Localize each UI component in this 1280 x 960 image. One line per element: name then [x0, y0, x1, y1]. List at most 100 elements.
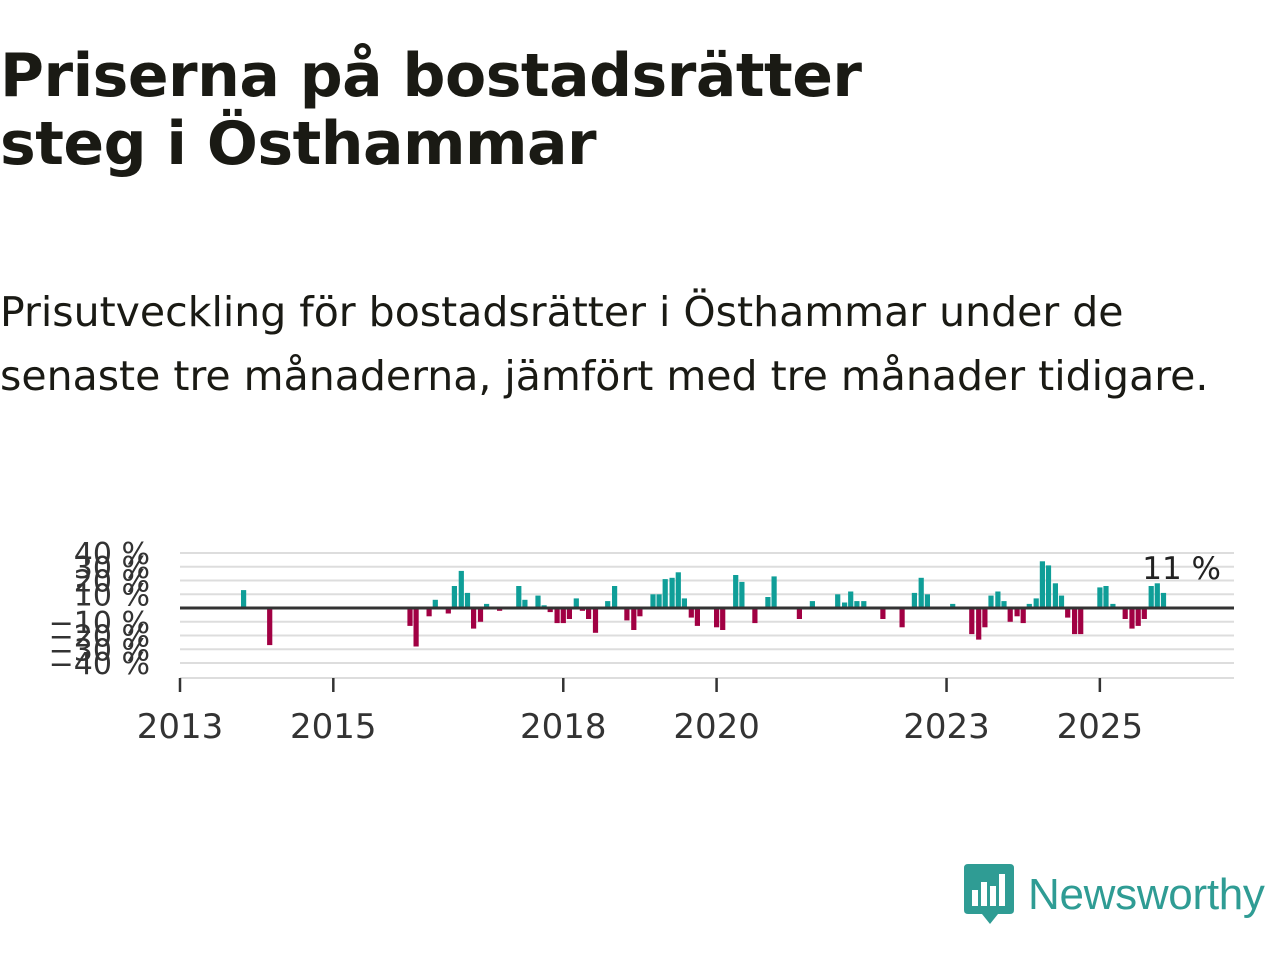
- price-change-bar-chart: 40 %30 %20 %10 %−10 %−20 %−30 %−40 % 201…: [49, 537, 1234, 747]
- bar: [861, 601, 867, 608]
- bar: [1148, 586, 1154, 608]
- bar: [1154, 583, 1160, 609]
- bar: [739, 581, 745, 608]
- bar: [681, 598, 687, 608]
- bar: [854, 601, 860, 608]
- bar: [1103, 586, 1109, 608]
- bar: [1097, 587, 1103, 608]
- bar: [809, 601, 815, 608]
- bar: [848, 591, 854, 608]
- bar: [842, 602, 848, 608]
- bar: [522, 599, 528, 609]
- y-tick-label: −30 %: [49, 633, 150, 668]
- bar: [950, 603, 956, 608]
- bar: [1020, 608, 1026, 624]
- bar: [1141, 608, 1147, 619]
- bar: [560, 608, 566, 624]
- bar: [765, 597, 771, 608]
- bar: [650, 594, 656, 609]
- bar: [1058, 595, 1065, 608]
- bar: [688, 608, 694, 618]
- bar: [477, 608, 484, 622]
- bar: [656, 594, 662, 609]
- x-tick-label: 2015: [290, 707, 377, 747]
- y-tick-label: 20 %: [74, 565, 150, 600]
- bar: [1045, 565, 1052, 608]
- bar: [924, 594, 930, 609]
- bar: [1026, 603, 1032, 608]
- bar: [535, 595, 541, 608]
- x-axis-ticks: 2013 2015 2018 2020 2023 2025: [137, 678, 1143, 747]
- newsworthy-logo: Newsworthy: [964, 864, 1265, 926]
- y-axis-ticks: 40 %30 %20 %10 %−10 %−20 %−30 %−40 %: [49, 537, 150, 682]
- chart-title: Priserna på bostadsrätter steg i Östhamm…: [0, 41, 862, 179]
- bar: [880, 608, 886, 619]
- bar: [445, 608, 451, 614]
- newsworthy-logo-icon: [964, 864, 1014, 924]
- bar: [995, 591, 1001, 608]
- bar: [982, 608, 988, 628]
- bar: [988, 595, 994, 608]
- y-tick-label: 30 %: [74, 551, 150, 586]
- bar: [1065, 608, 1071, 618]
- bar: [675, 572, 681, 609]
- bar: [669, 577, 675, 609]
- bar: [554, 608, 560, 624]
- bar: [1001, 601, 1007, 608]
- bar: [714, 608, 720, 628]
- bar: [1007, 608, 1013, 622]
- bar: [592, 608, 599, 633]
- bar: [573, 598, 579, 608]
- bars: [241, 561, 1167, 647]
- bar: [241, 590, 247, 608]
- bar: [1014, 608, 1020, 617]
- y-tick-label: −20 %: [49, 620, 150, 655]
- x-tick-label: 2018: [520, 707, 607, 747]
- y-tick-label: 40 %: [74, 537, 150, 572]
- bar: [605, 601, 611, 608]
- bar: [918, 577, 924, 609]
- bar: [662, 579, 668, 608]
- bar: [407, 608, 413, 626]
- bar: [752, 608, 758, 624]
- bar: [796, 608, 802, 619]
- bar: [624, 608, 630, 621]
- bar: [1110, 603, 1116, 608]
- bar: [1135, 608, 1141, 626]
- bar: [1072, 608, 1078, 635]
- bar: [547, 608, 553, 613]
- bar: [471, 608, 477, 629]
- bar: [1078, 608, 1084, 635]
- bar: [267, 608, 273, 646]
- brand-name: Newsworthy: [1028, 870, 1265, 919]
- bar: [458, 570, 464, 608]
- bar: [733, 575, 739, 608]
- bar: [771, 576, 777, 608]
- bar: [911, 592, 917, 608]
- x-tick-label: 2020: [673, 707, 760, 747]
- bar: [694, 608, 700, 626]
- bar: [1129, 608, 1135, 629]
- x-tick-label: 2025: [1057, 707, 1144, 747]
- chart-subtitle: Prisutveckling för bostadsrätter i Östha…: [0, 288, 1209, 400]
- bar: [516, 586, 522, 608]
- bar: [426, 608, 432, 617]
- gridlines: [180, 552, 1234, 664]
- bar: [413, 608, 419, 647]
- bar: [464, 592, 471, 608]
- y-tick-label: −40 %: [49, 647, 150, 682]
- bar: [1033, 598, 1039, 608]
- bar: [1052, 583, 1058, 609]
- bar: [612, 586, 618, 608]
- latest-value-label: 11 %: [1142, 551, 1221, 587]
- bar: [1122, 608, 1128, 619]
- bar: [1160, 592, 1167, 608]
- bar: [432, 599, 438, 609]
- y-tick-label: 10 %: [74, 578, 150, 613]
- y-tick-label: −10 %: [49, 606, 150, 641]
- bar: [976, 608, 982, 640]
- bar: [720, 608, 726, 630]
- bar: [586, 608, 592, 619]
- bar: [631, 608, 637, 630]
- bar: [566, 608, 572, 619]
